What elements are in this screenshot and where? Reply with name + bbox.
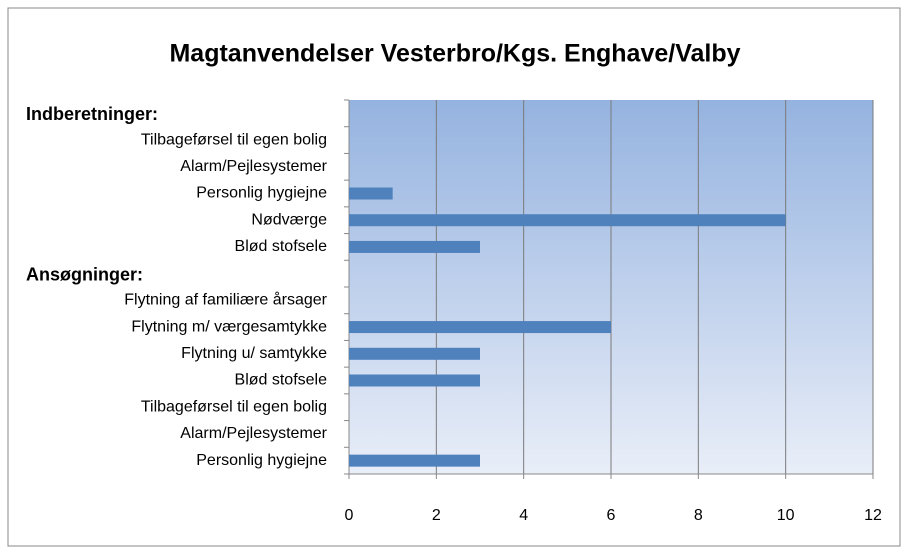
y-tick-label: Blød stofsele [235,372,328,389]
y-tick-label: Blød stofsele [235,238,328,255]
x-tick-label: 2 [432,507,441,524]
y-tick-label: Flytning m/ værgesamtykke [131,318,327,335]
bar [349,454,480,467]
chart-title: Magtanvendelser Vesterbro/Kgs. Enghave/V… [169,40,740,68]
group-label: Ansøgninger: [26,264,143,284]
y-tick-label: Alarm/Pejlesystemer [180,425,327,442]
y-tick-label: Flytning u/ samtykke [181,345,327,362]
bar [349,347,480,360]
x-tick-label: 4 [519,507,528,524]
bar [349,374,480,387]
x-tick-label: 6 [607,507,616,524]
x-tick-label: 8 [694,507,703,524]
y-tick-label: Nødværge [251,211,327,228]
group-label: Indberetninger: [26,104,158,124]
bar [349,240,480,253]
x-tick-label: 0 [345,507,354,524]
bar [349,187,393,200]
bar [349,321,611,334]
x-tick-label: 12 [864,507,882,524]
y-tick-label: Tilbageførsel til egen bolig [141,398,327,415]
y-tick-label: Personlig hygiejne [196,185,327,202]
y-tick-label: Flytning af familiære årsager [124,291,327,309]
y-tick-label: Tilbageførsel til egen bolig [141,131,327,148]
bar [349,214,786,227]
y-tick-label: Personlig hygiejne [196,452,327,469]
y-tick-label: Alarm/Pejlesystemer [180,158,327,175]
x-tick-label: 10 [777,507,795,524]
